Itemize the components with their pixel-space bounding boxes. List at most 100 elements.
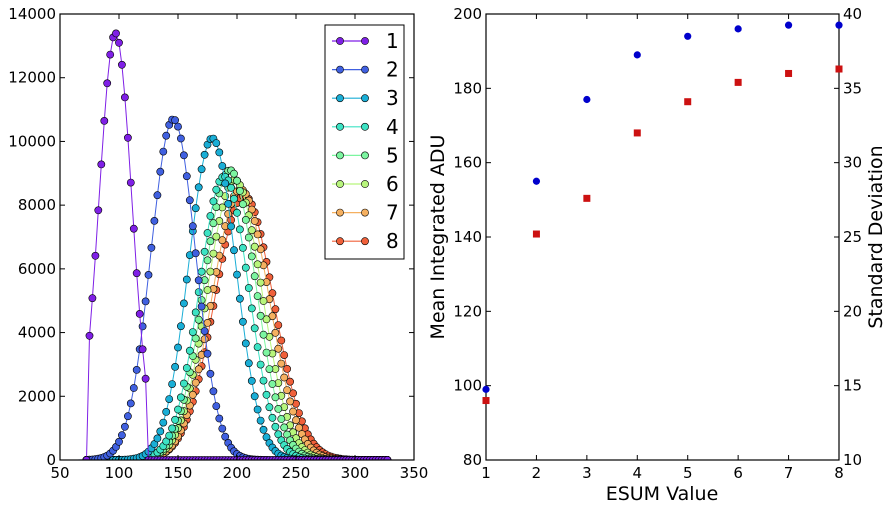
series-1-point — [126, 178, 135, 187]
series-4-point — [176, 393, 185, 402]
x-tick-label: 300 — [341, 464, 370, 482]
series-7-point — [286, 397, 294, 406]
legend-marker-6 — [361, 180, 369, 188]
series-5-point — [271, 393, 280, 402]
series-6-point — [203, 286, 212, 294]
series-2-point — [147, 243, 156, 252]
series-2-point — [203, 349, 212, 358]
x-tick-label: 8 — [834, 464, 844, 482]
series-2-point — [171, 116, 179, 125]
legend-label-1: 1 — [386, 29, 399, 53]
series-4-point — [227, 183, 235, 192]
series-7-point — [253, 230, 262, 239]
series-1-point — [85, 331, 94, 340]
series-1-point — [112, 29, 120, 38]
y2-tick-label: 15 — [843, 377, 862, 395]
series-3-point — [176, 322, 185, 331]
x-tick-label: 2 — [532, 464, 542, 482]
series-4-point — [256, 360, 265, 369]
series-3-point — [235, 294, 244, 303]
series-2-point — [206, 369, 215, 378]
series-2-point — [150, 216, 159, 225]
std-dev-point — [785, 69, 793, 77]
y2-tick-label: 10 — [843, 451, 862, 469]
series-5-point — [268, 380, 277, 388]
y-tick-label: 4000 — [18, 324, 56, 342]
series-3-point — [250, 392, 259, 401]
plot-area — [60, 29, 414, 460]
series-3-point — [247, 376, 256, 385]
series-5-point — [277, 415, 286, 423]
series-4-point — [253, 343, 262, 351]
series-4-point — [268, 413, 277, 422]
series-3-point — [182, 275, 191, 284]
series-5-point — [203, 256, 212, 265]
series-7-point — [280, 373, 289, 382]
series-7-point — [289, 407, 297, 416]
series-3-point — [191, 204, 200, 213]
series-4-point — [185, 346, 194, 355]
series-3-point — [162, 407, 171, 416]
legend-marker-3 — [361, 94, 369, 103]
y2-tick-label: 30 — [843, 154, 862, 172]
series-1-point — [124, 133, 132, 142]
series-5-point — [194, 315, 203, 324]
std-dev-point — [684, 98, 692, 106]
legend-marker-8 — [361, 237, 369, 246]
series-6-point — [212, 232, 221, 241]
mean-adu-point — [684, 32, 692, 40]
y-tick-label: 160 — [453, 154, 482, 172]
std-dev-point — [835, 65, 843, 73]
series-1-point — [100, 117, 109, 125]
series-4-point — [179, 379, 188, 388]
series-2-point — [132, 365, 141, 374]
series-1-point — [129, 224, 138, 233]
y2-tick-label: 25 — [843, 228, 862, 246]
series-6-point — [259, 297, 268, 305]
series-7-point — [250, 217, 259, 225]
series-4-point — [233, 208, 241, 217]
series-5-point — [238, 200, 247, 209]
series-2-point — [194, 276, 203, 285]
x-axis-label: ESUM Value — [606, 483, 719, 505]
y-tick-label: 80 — [463, 451, 482, 469]
y2-tick-label: 40 — [843, 5, 862, 23]
series-2-point — [179, 151, 188, 160]
y2-tick-label: 20 — [843, 302, 862, 320]
series-2-point — [209, 387, 218, 396]
series-4-point — [271, 422, 280, 431]
series-2-point — [124, 412, 132, 421]
mean-adu-point — [784, 21, 793, 29]
legend-marker-2 — [336, 65, 344, 74]
mean-adu-point — [583, 95, 591, 104]
y2-axis-label: Standard Deviation — [865, 145, 887, 328]
legend-marker-6 — [336, 180, 344, 188]
std-dev-point — [583, 194, 591, 202]
mean-adu-point — [482, 385, 490, 393]
y-tick-label: 0 — [46, 451, 56, 469]
x-tick-label: 50 — [50, 464, 69, 482]
legend-label-5: 5 — [386, 143, 399, 167]
series-3-point — [153, 434, 162, 443]
y-tick-label: 10000 — [8, 132, 56, 150]
series-3-point — [165, 395, 174, 403]
series-8-point — [280, 351, 289, 359]
series-8-point — [274, 321, 283, 329]
series-2-point — [121, 422, 129, 431]
series-5-point — [233, 176, 241, 185]
series-7-point — [283, 386, 291, 394]
series-3-point — [238, 317, 247, 326]
legend-marker-4 — [336, 122, 344, 131]
y-tick-label: 120 — [453, 302, 482, 320]
series-1-point — [115, 38, 123, 47]
y-tick-label: 12000 — [8, 69, 56, 87]
series-8-point — [286, 377, 294, 386]
series-2-point — [115, 437, 123, 446]
series-4-point — [182, 364, 191, 372]
series-4-point — [209, 197, 218, 206]
series-2-point — [215, 414, 224, 423]
legend-label-6: 6 — [386, 172, 399, 196]
x-tick-label: 6 — [733, 464, 743, 482]
series-8-point — [289, 389, 297, 398]
